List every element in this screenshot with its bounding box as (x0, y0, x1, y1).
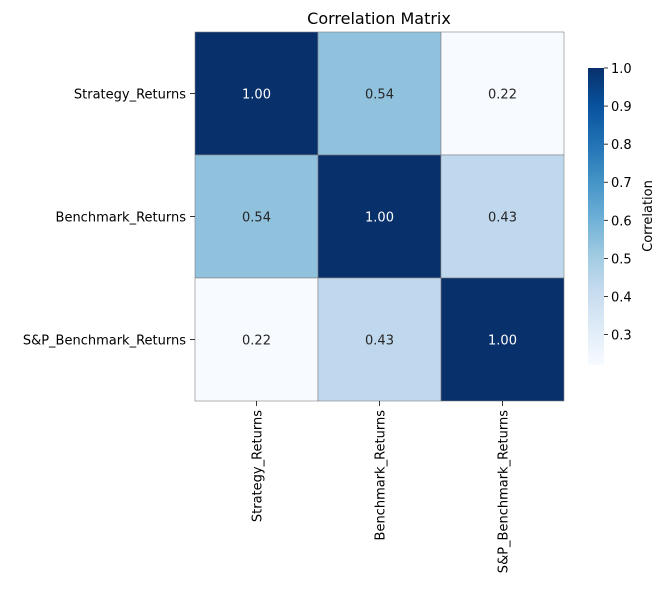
y-tick-label: S&P_Benchmark_Returns (23, 334, 186, 349)
heatmap-cell (440, 154, 565, 279)
cell-value-label: 0.22 (242, 334, 271, 349)
colorbar: 0.3 0.4 0.5 0.6 0.7 0.8 0.9 1.0 Correlation (588, 62, 656, 365)
heatmap-cell (194, 31, 319, 156)
heatmap-cell (317, 277, 442, 402)
cell-value-label: 0.43 (488, 211, 517, 226)
colorbar-tick-label: 0.4 (611, 290, 632, 305)
x-tick-label: S&P_Benchmark_Returns (497, 410, 512, 573)
heatmap-cell (440, 31, 565, 156)
cell-value-label: 0.22 (488, 88, 517, 103)
colorbar-tick-label: 0.6 (611, 214, 632, 229)
heatmap-cell (194, 154, 319, 279)
heatmap-cell (317, 154, 442, 279)
heatmap-cell (317, 31, 442, 156)
colorbar-tick-label: 0.9 (611, 100, 632, 115)
colorbar-tick-label: 0.8 (611, 138, 632, 153)
colorbar-tick-label: 0.3 (611, 329, 632, 344)
cell-value-label: 1.00 (242, 88, 271, 103)
heatmap-cell (194, 277, 319, 402)
colorbar-tick-label: 0.7 (611, 176, 632, 191)
cell-value-label: 1.00 (365, 211, 394, 226)
cell-value-label: 0.54 (242, 211, 271, 226)
y-tick-label: Benchmark_Returns (56, 211, 187, 226)
chart-title: Correlation Matrix (307, 9, 451, 28)
colorbar-tick-label: 1.0 (611, 62, 632, 77)
x-tick-label: Strategy_Returns (251, 410, 266, 522)
cell-value-label: 0.54 (365, 88, 394, 103)
colorbar-tick-label: 0.5 (611, 252, 632, 267)
colorbar-gradient (588, 68, 604, 365)
colorbar-label: Correlation (641, 180, 656, 252)
cell-value-label: 0.43 (365, 334, 394, 349)
y-tick-label: Strategy_Returns (74, 88, 186, 103)
cell-value-label: 1.00 (488, 334, 517, 349)
x-tick-label: Benchmark_Returns (374, 410, 389, 541)
